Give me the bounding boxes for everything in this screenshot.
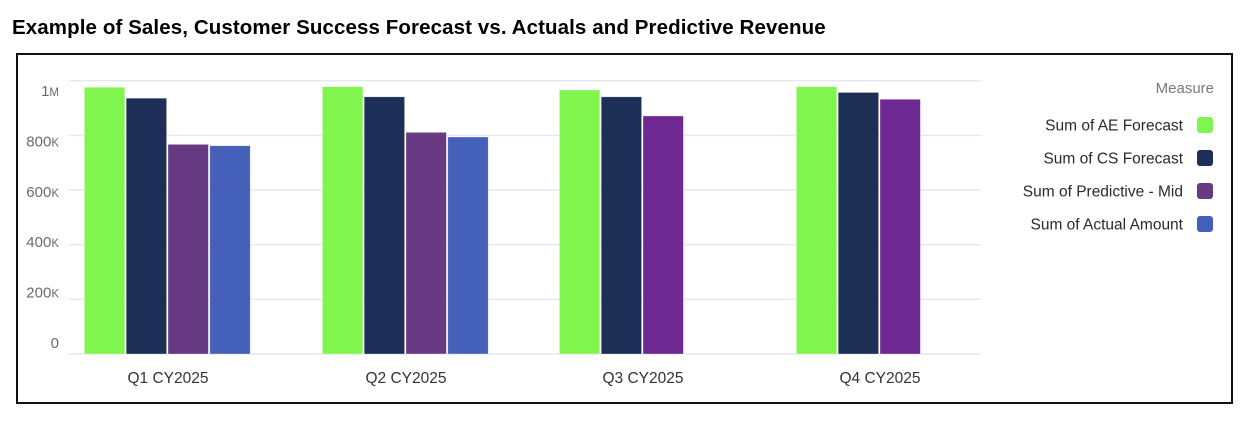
legend-swatch [1197, 183, 1213, 199]
x-tick-label: Q1 CY2025 [128, 370, 209, 387]
y-tick-label: 0 [51, 335, 59, 352]
x-tick-label: Q3 CY2025 [603, 370, 684, 387]
x-tick-label: Q4 CY2025 [840, 370, 921, 387]
legend: Measure Sum of AE Forecast Sum of CS Forec… [1023, 80, 1214, 234]
bar-sum-of-cs-forecast-3[interactable] [837, 92, 879, 355]
bar-sum-of-ae-forecast-0[interactable] [84, 86, 126, 355]
bar-sum-of-ae-forecast-3[interactable] [796, 86, 838, 355]
bar-sum-of-actual-amount-0[interactable] [209, 145, 251, 355]
legend-swatch [1197, 150, 1213, 166]
legend-label: Sum of CS Forecast [1043, 151, 1183, 168]
x-axis: Q1 CY2025 Q2 CY2025 Q3 CY2025 Q4 CY2025 [128, 370, 921, 387]
y-tick-label: 600K [26, 184, 59, 201]
legend-label: Sum of Actual Amount [1030, 217, 1183, 234]
x-tick-label: Q2 CY2025 [366, 370, 447, 387]
y-tick-label: 1M [41, 83, 59, 100]
bar-sum-of-predictive-mid-0[interactable] [167, 144, 209, 355]
bar-sum-of-ae-forecast-1[interactable] [322, 86, 364, 355]
legend-item[interactable]: Sum of CS Forecast [1043, 150, 1213, 168]
y-tick-label: 400K [26, 234, 59, 251]
legend-title: Measure [1156, 80, 1214, 97]
y-axis: 0 200K 400K 600K 800K 1M [26, 83, 59, 352]
y-tick-label: 200K [26, 285, 59, 302]
bar-sum-of-predictive-mid-3[interactable] [879, 98, 921, 355]
bar-sum-of-predictive-mid-1[interactable] [405, 132, 447, 355]
bar-sum-of-cs-forecast-0[interactable] [125, 97, 167, 355]
bar-sum-of-cs-forecast-1[interactable] [363, 96, 405, 355]
chart-title: Example of Sales, Customer Success Forec… [12, 16, 826, 39]
legend-label: Sum of Predictive - Mid [1023, 184, 1183, 201]
legend-swatch [1197, 216, 1213, 232]
bar-sum-of-ae-forecast-2[interactable] [559, 89, 601, 355]
bar-sum-of-cs-forecast-2[interactable] [600, 96, 642, 355]
bar-sum-of-predictive-mid-2[interactable] [642, 115, 684, 355]
chart-frame [16, 53, 1233, 404]
legend-label: Sum of AE Forecast [1045, 118, 1184, 135]
y-tick-label: 800K [26, 133, 59, 150]
bars [84, 86, 921, 355]
bar-sum-of-actual-amount-1[interactable] [447, 136, 489, 355]
legend-item[interactable]: Sum of Actual Amount [1030, 216, 1213, 234]
legend-item[interactable]: Sum of Predictive - Mid [1023, 183, 1213, 201]
legend-item[interactable]: Sum of AE Forecast [1045, 117, 1213, 135]
legend-swatch [1197, 117, 1213, 133]
